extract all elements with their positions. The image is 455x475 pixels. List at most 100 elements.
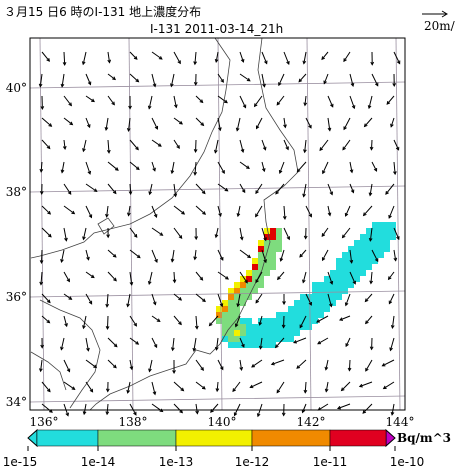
lon-label: 136° <box>30 415 59 429</box>
plume-cell <box>354 258 360 264</box>
wind-arrow <box>174 118 182 124</box>
wind-arrow <box>130 162 139 169</box>
wind-arrow <box>256 206 262 217</box>
lat-label: 40° <box>6 81 27 95</box>
wind-arrow <box>322 250 328 260</box>
wind-arrow <box>363 404 372 413</box>
plume-cell <box>384 228 390 234</box>
plume-cell <box>270 246 276 252</box>
plume-cell <box>264 330 270 336</box>
wind-arrow <box>382 360 394 366</box>
plume-cell <box>222 324 228 330</box>
plume-cell <box>378 252 384 258</box>
plume-cell <box>294 312 300 318</box>
wind-arrow <box>252 360 262 367</box>
wind-arrow <box>196 118 204 125</box>
wind-arrow <box>218 96 227 103</box>
wind-arrow <box>42 382 50 392</box>
plume-cell <box>306 312 312 318</box>
plume-cell <box>342 258 348 264</box>
plume-cell <box>306 306 312 312</box>
wind-arrow <box>152 228 163 235</box>
wind-arrow <box>322 228 328 236</box>
plume-cell <box>222 312 228 318</box>
wind-arrow <box>196 272 203 280</box>
colorbar-label: 1e-15 <box>3 455 38 469</box>
lon-label: 142° <box>297 415 326 429</box>
plume-cell <box>246 324 252 330</box>
plume-cell <box>240 318 246 324</box>
wind-arrow <box>174 228 182 238</box>
wind-arrow <box>152 52 162 59</box>
plume-cell <box>342 270 348 276</box>
wind-arrow <box>108 96 114 105</box>
plume-cell <box>372 222 378 228</box>
plume-cell <box>228 306 234 312</box>
plume-cell <box>378 222 384 228</box>
wind-arrow <box>86 382 93 392</box>
parallel <box>30 82 405 88</box>
plume-cell <box>264 336 270 342</box>
plume-cell <box>258 336 264 342</box>
plume-cell <box>282 312 288 318</box>
plume-cell <box>336 294 342 300</box>
wind-arrow <box>64 272 69 281</box>
plume-cell <box>378 228 384 234</box>
plume-cell <box>240 288 246 294</box>
plume-cell <box>288 318 294 324</box>
wind-arrow <box>64 52 65 65</box>
wind-arrow <box>211 404 218 412</box>
plume-cell <box>366 258 372 264</box>
plume-cell <box>336 270 342 276</box>
plume-cell <box>360 270 366 276</box>
plume-cell <box>240 324 246 330</box>
wind-arrow <box>64 184 71 194</box>
plume-cell <box>228 300 234 306</box>
plume-cell <box>246 270 252 276</box>
plume-cell <box>390 222 396 228</box>
plume-cell <box>366 246 372 252</box>
wind-arrow <box>86 96 94 102</box>
plume-cell <box>360 264 366 270</box>
plume-cell <box>336 258 342 264</box>
wind-arrow <box>196 382 205 389</box>
plume-cell <box>342 282 348 288</box>
plume-cell <box>270 234 276 240</box>
plume-cell <box>270 252 276 258</box>
plume-cell <box>318 312 324 318</box>
plume-cell <box>276 330 282 336</box>
wind-arrow <box>318 338 328 344</box>
plume-cell <box>246 336 252 342</box>
colorbar-high-arrow <box>386 430 395 446</box>
plume-cell <box>378 234 384 240</box>
plume-cell <box>312 288 318 294</box>
plume-cell <box>276 240 282 246</box>
wind-arrow <box>196 294 205 301</box>
wind-arrow <box>255 96 262 106</box>
wind-arrow <box>42 52 49 61</box>
plume-cell <box>276 312 282 318</box>
wind-arrow <box>42 228 51 237</box>
plume-cell <box>384 222 390 228</box>
plume-cell <box>324 300 330 306</box>
colorbar-label: 1e-10 <box>390 455 425 469</box>
lat-label: 36° <box>6 290 27 304</box>
lat-label: 34° <box>6 395 27 409</box>
plume-cell <box>228 312 234 318</box>
plume-cell <box>288 306 294 312</box>
colorbar-label: 1e-14 <box>81 455 116 469</box>
wind-arrow <box>342 228 350 238</box>
wind-arrow <box>250 382 262 387</box>
plume-cell <box>252 330 258 336</box>
plume-cell <box>324 276 330 282</box>
plume-cell <box>336 288 342 294</box>
plume-cell <box>228 318 234 324</box>
wind-arrow <box>196 184 205 193</box>
wind-arrow <box>152 118 157 129</box>
plume-cell <box>240 282 246 288</box>
plume-cell <box>324 306 330 312</box>
wind-arrow <box>386 184 394 194</box>
wind-arrow <box>174 382 184 391</box>
plume-cell <box>264 324 270 330</box>
plume-cell <box>258 282 264 288</box>
